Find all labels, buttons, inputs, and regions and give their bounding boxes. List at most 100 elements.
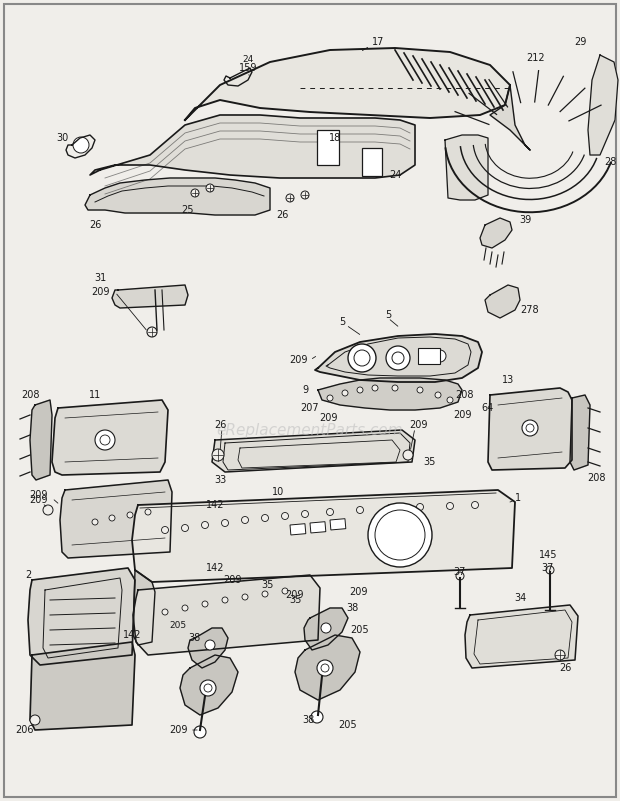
Text: 26: 26 — [559, 663, 571, 673]
Text: 18: 18 — [329, 133, 341, 143]
Polygon shape — [485, 285, 520, 318]
Circle shape — [194, 726, 206, 738]
Circle shape — [262, 591, 268, 597]
Polygon shape — [60, 480, 172, 558]
Text: 145: 145 — [539, 550, 557, 560]
Text: 37: 37 — [542, 563, 554, 573]
Text: 212: 212 — [526, 53, 546, 63]
Bar — [362, 148, 382, 176]
Text: 209: 209 — [29, 495, 47, 505]
Polygon shape — [132, 490, 515, 582]
Polygon shape — [212, 430, 415, 472]
Circle shape — [212, 449, 224, 461]
Circle shape — [372, 385, 378, 391]
Circle shape — [546, 566, 554, 574]
Circle shape — [92, 519, 98, 525]
Polygon shape — [188, 628, 228, 668]
Text: 208: 208 — [20, 390, 39, 400]
Circle shape — [204, 684, 212, 692]
Circle shape — [202, 601, 208, 607]
Circle shape — [526, 424, 534, 432]
Polygon shape — [28, 568, 135, 665]
Circle shape — [368, 503, 432, 567]
Circle shape — [109, 515, 115, 521]
Text: 142: 142 — [206, 563, 224, 573]
Circle shape — [356, 506, 363, 513]
Circle shape — [182, 605, 188, 611]
Circle shape — [392, 385, 398, 391]
Circle shape — [317, 660, 333, 676]
Circle shape — [446, 502, 453, 509]
Circle shape — [191, 189, 199, 197]
Text: 9: 9 — [302, 385, 308, 395]
Circle shape — [242, 517, 249, 524]
Polygon shape — [480, 218, 512, 248]
Circle shape — [354, 350, 370, 366]
Bar — [418, 348, 440, 364]
Circle shape — [242, 594, 248, 600]
Text: 209: 209 — [289, 355, 308, 365]
Circle shape — [205, 640, 215, 650]
Text: 35: 35 — [424, 457, 436, 467]
Polygon shape — [133, 575, 320, 655]
Circle shape — [342, 390, 348, 396]
Circle shape — [522, 420, 538, 436]
Text: 159: 159 — [239, 63, 257, 73]
Circle shape — [43, 505, 53, 515]
Circle shape — [375, 510, 425, 560]
Text: 10: 10 — [272, 487, 284, 497]
Text: 209: 209 — [348, 587, 367, 597]
Circle shape — [221, 520, 229, 526]
Polygon shape — [90, 115, 415, 178]
Polygon shape — [180, 655, 238, 715]
Circle shape — [403, 450, 413, 460]
Polygon shape — [30, 400, 52, 480]
Circle shape — [145, 509, 151, 515]
Polygon shape — [52, 400, 168, 475]
Text: 25: 25 — [182, 205, 194, 215]
Text: 28: 28 — [604, 157, 616, 167]
Circle shape — [282, 588, 288, 594]
Circle shape — [30, 715, 40, 725]
Text: 26: 26 — [214, 420, 226, 430]
Text: 39: 39 — [519, 215, 531, 225]
Circle shape — [222, 597, 228, 603]
Circle shape — [281, 513, 288, 520]
Circle shape — [327, 395, 333, 401]
Polygon shape — [318, 378, 462, 410]
Text: 30: 30 — [56, 133, 68, 143]
Text: 34: 34 — [514, 593, 526, 603]
Polygon shape — [445, 135, 488, 200]
Text: 35: 35 — [289, 595, 301, 605]
Text: eReplacementParts.com: eReplacementParts.com — [216, 422, 404, 437]
Bar — [310, 521, 326, 533]
Text: 31: 31 — [94, 273, 106, 283]
Polygon shape — [488, 388, 572, 470]
Circle shape — [162, 609, 168, 615]
Circle shape — [447, 397, 453, 403]
Circle shape — [73, 137, 89, 153]
Text: 205: 205 — [351, 625, 370, 635]
Text: 38: 38 — [302, 715, 314, 725]
Text: 142: 142 — [123, 630, 141, 640]
Circle shape — [262, 514, 268, 521]
Polygon shape — [304, 608, 348, 650]
Text: 207: 207 — [301, 403, 319, 413]
Circle shape — [301, 191, 309, 199]
Circle shape — [555, 650, 565, 660]
Text: 208: 208 — [456, 390, 474, 400]
Text: 209: 209 — [91, 287, 109, 297]
Polygon shape — [85, 178, 270, 215]
Circle shape — [202, 521, 208, 529]
Text: 38: 38 — [346, 603, 358, 613]
Polygon shape — [570, 395, 590, 470]
Text: 24: 24 — [242, 55, 254, 65]
Circle shape — [95, 430, 115, 450]
Text: 64: 64 — [482, 403, 494, 413]
Text: 209: 209 — [169, 725, 187, 735]
Text: 2: 2 — [25, 570, 31, 580]
Polygon shape — [295, 635, 360, 700]
Text: 206: 206 — [16, 725, 34, 735]
Text: 5: 5 — [339, 317, 345, 327]
Text: 35: 35 — [262, 580, 274, 590]
